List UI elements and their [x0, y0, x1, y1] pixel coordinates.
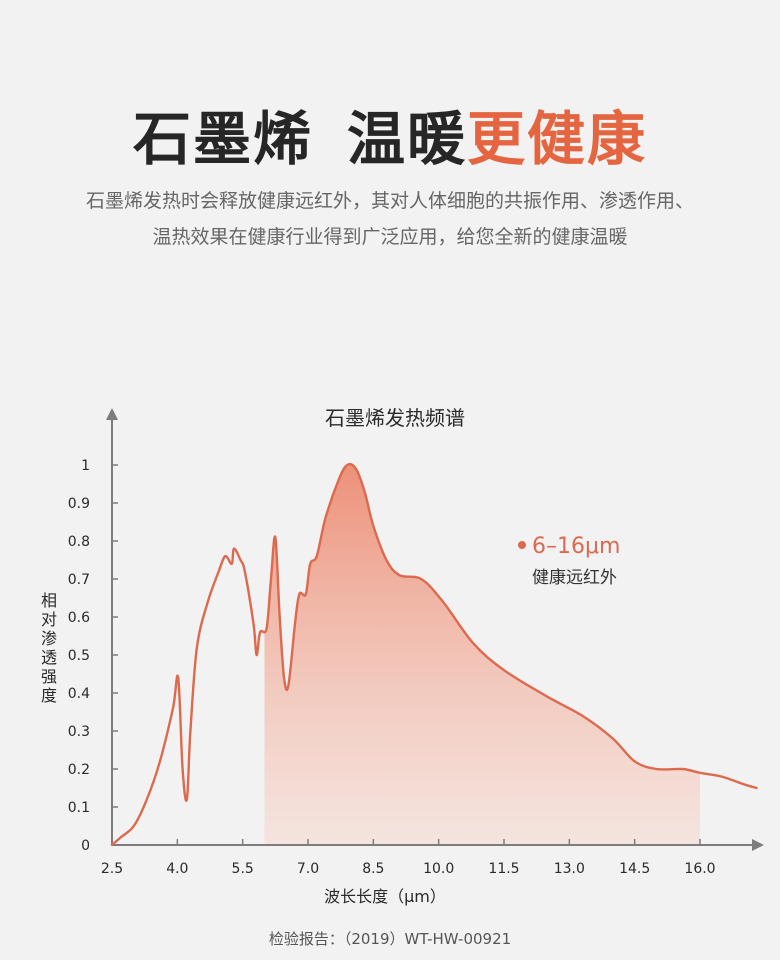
description-line2: 温热效果在健康行业得到广泛应用，给您全新的健康温暖: [152, 226, 628, 248]
x-tick-label: 8.5: [362, 861, 384, 877]
x-tick-label: 2.5: [101, 861, 123, 877]
y-tick-label: 0: [81, 838, 90, 854]
annotation-dot: [518, 541, 526, 549]
y-axis-label-char: 渗: [41, 629, 57, 648]
y-axis-label-char: 对: [41, 610, 57, 629]
y-tick-label: 0.1: [68, 800, 90, 816]
y-axis-arrow: [106, 408, 118, 420]
y-tick-label: 0.4: [68, 686, 90, 702]
axes: [106, 408, 764, 851]
y-tick-label: 0.8: [68, 534, 90, 550]
x-tick-label: 5.5: [232, 861, 254, 877]
y-tick-label: 0.3: [68, 724, 90, 740]
x-tick-label: 11.5: [488, 861, 519, 877]
x-tick-label: 7.0: [297, 861, 319, 877]
y-tick-label: 0.7: [68, 572, 90, 588]
x-axis-arrow: [752, 839, 764, 851]
report-footer: 检验报告：（2019）WT-HW-00921: [268, 930, 512, 948]
y-tick-label: 0.6: [68, 610, 90, 626]
spectrum-curve: [110, 462, 758, 847]
y-axis-label-char: 相: [41, 591, 57, 610]
x-tick-label: 16.0: [684, 861, 715, 877]
y-axis-label-char: 透: [41, 648, 57, 667]
description: 石墨烯发热时会释放健康远红外，其对人体细胞的共振作用、渗透作用、 温热效果在健康…: [30, 183, 750, 255]
y-tick-label: 0.2: [68, 762, 90, 778]
y-tick-label: 0.9: [68, 496, 90, 512]
x-tick-label: 14.5: [619, 861, 650, 877]
x-tick-labels: 2.5 4.0 5.5 7.0 8.5 10.0 11.5 13.0 14.5 16.0: [101, 861, 716, 877]
headline-part1: 石墨烯: [132, 105, 313, 173]
x-tick-label: 10.0: [423, 861, 454, 877]
x-tick-label: 13.0: [554, 861, 585, 877]
y-tick-label: 1: [81, 458, 90, 474]
y-tick-labels: 0 0.1 0.2 0.3 0.4 0.5 0.6 0.7 0.8 0.9 1: [68, 458, 90, 854]
annotation-label: 健康远红外: [532, 568, 617, 588]
highlight-area: [264, 464, 700, 845]
headline-part2: 温暖: [346, 105, 467, 173]
annotation-value: 6–16μm: [532, 534, 620, 559]
chart-title: 石墨烯发热频谱: [325, 406, 465, 430]
y-axis-label-char: 度: [41, 686, 57, 705]
y-tick-label: 0.5: [68, 648, 90, 664]
x-axis-label: 波长长度（μm）: [324, 887, 446, 906]
description-line1: 石墨烯发热时会释放健康远红外，其对人体细胞的共振作用、渗透作用、: [85, 190, 694, 212]
headline: 石墨烯 温暖更健康: [0, 92, 780, 176]
headline-part3: 更健康: [467, 105, 648, 173]
x-tick-label: 4.0: [166, 861, 188, 877]
spectrum-chart: 石墨烯发热频谱 0 0.1 0.2 0.3 0.4 0.5 0.6 0.7 0.8 0.9 1 2.…: [41, 406, 764, 906]
y-axis-label-char: 强: [41, 667, 57, 686]
